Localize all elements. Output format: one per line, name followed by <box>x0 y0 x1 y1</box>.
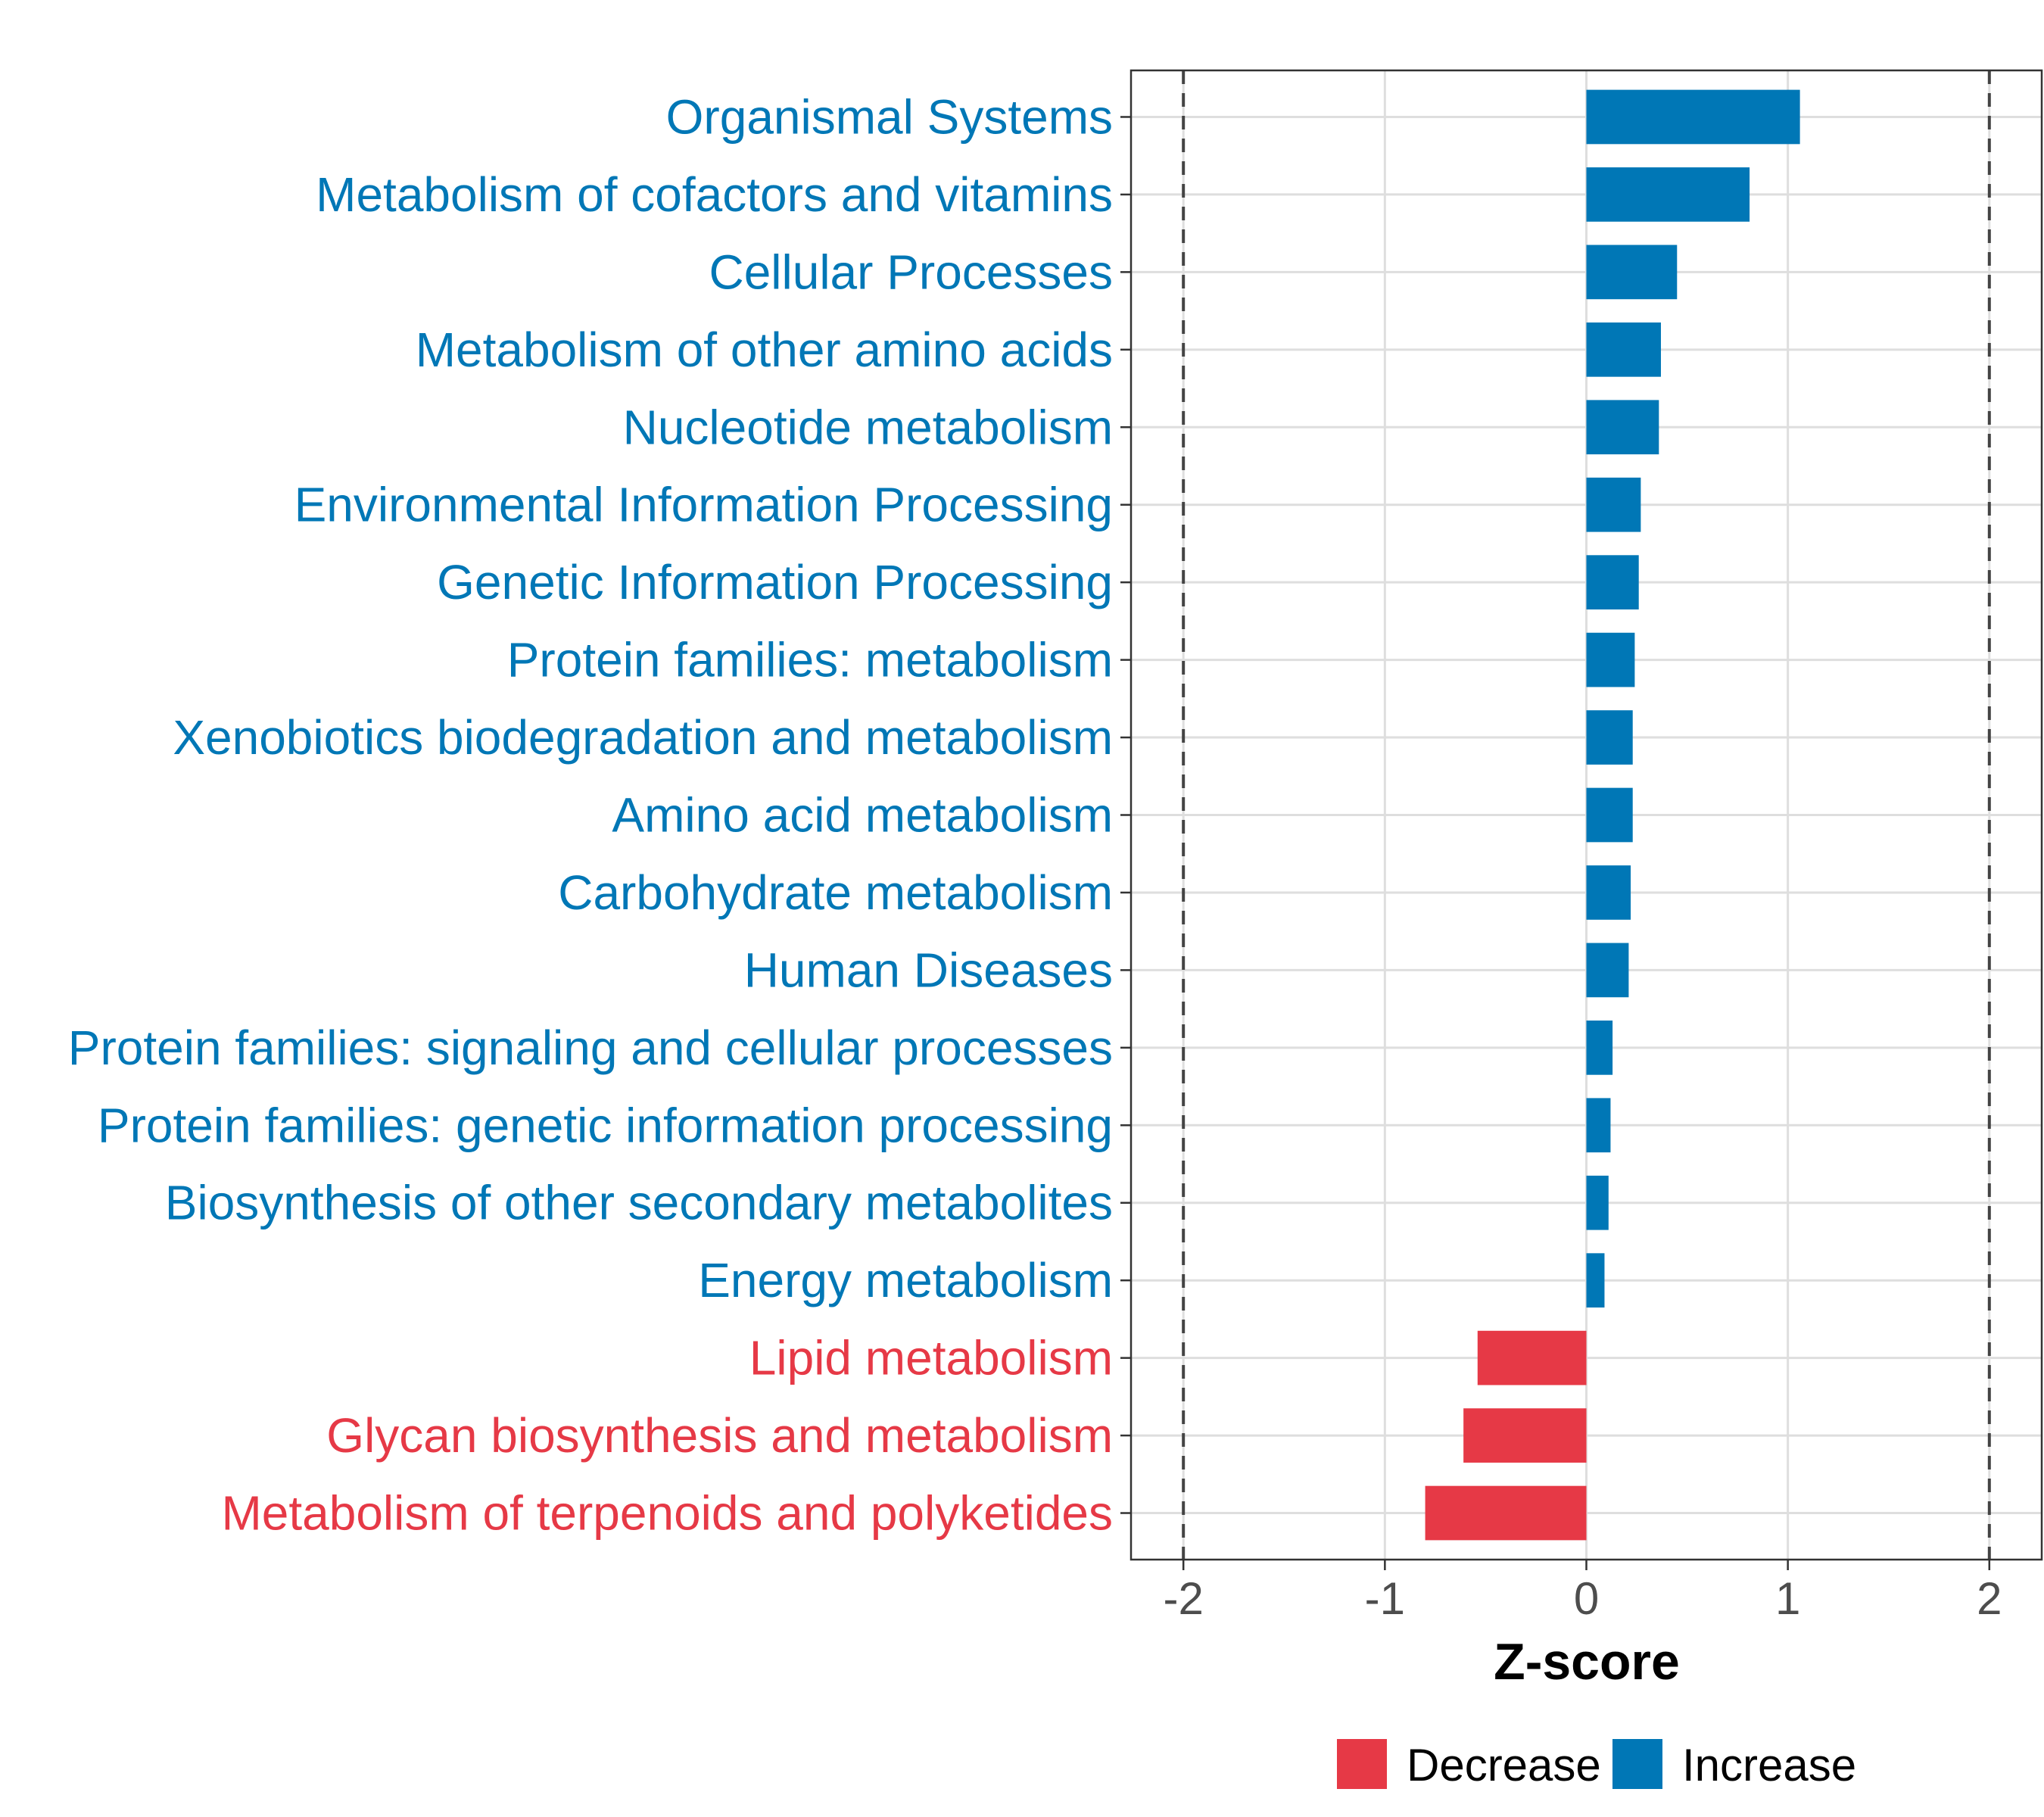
bar <box>1586 1020 1613 1075</box>
category-label: Nucleotide metabolism <box>623 400 1113 454</box>
bar <box>1586 943 1629 998</box>
bar <box>1586 167 1750 222</box>
legend-label-decrease: Decrease <box>1407 1740 1601 1791</box>
legend-swatch-decrease <box>1337 1739 1387 1789</box>
bar <box>1586 1175 1609 1230</box>
category-label: Environmental Information Processing <box>294 478 1113 532</box>
x-tick-label: 2 <box>1977 1573 2002 1624</box>
x-tick-label: 0 <box>1574 1573 1599 1624</box>
category-label: Metabolism of other amino acids <box>416 323 1113 377</box>
category-label: Glycan biosynthesis and metabolism <box>326 1408 1113 1463</box>
x-tick-label: 1 <box>1775 1573 1800 1624</box>
legend-label-increase: Increase <box>1682 1740 1856 1791</box>
category-label: Carbohydrate metabolism <box>558 865 1113 920</box>
bars <box>1425 89 1800 1541</box>
y-axis-ticks: Organismal Systems Metabolism of cofactor… <box>68 89 1131 1541</box>
bar <box>1586 89 1800 145</box>
bar <box>1586 632 1635 687</box>
category-label: Amino acid metabolism <box>612 788 1113 843</box>
category-label: Protein families: signaling and cellular… <box>68 1021 1113 1075</box>
legend-swatch-increase <box>1612 1739 1662 1789</box>
bar <box>1586 1253 1605 1308</box>
bar <box>1586 710 1633 765</box>
bar <box>1586 400 1659 455</box>
bar <box>1586 322 1661 377</box>
category-label: Genetic Information Processing <box>437 555 1113 609</box>
legend: Decrease Increase <box>1337 1739 1856 1791</box>
category-label: Xenobiotics biodegradation and metabolis… <box>173 710 1113 765</box>
category-label: Metabolism of terpenoids and polyketides <box>221 1486 1113 1541</box>
x-axis-ticks: -2 -1 0 1 2 <box>1164 1560 2002 1624</box>
bar <box>1586 865 1631 920</box>
bar <box>1477 1330 1587 1385</box>
category-label: Protein families: metabolism <box>507 633 1113 687</box>
bar <box>1586 1098 1611 1153</box>
bar <box>1463 1408 1587 1463</box>
x-tick-label: -2 <box>1164 1573 1204 1624</box>
bar <box>1586 787 1633 843</box>
bar <box>1586 245 1678 300</box>
bar <box>1425 1485 1587 1541</box>
bar <box>1586 477 1641 532</box>
category-label: Metabolism of cofactors and vitamins <box>316 167 1113 222</box>
category-label: Organismal Systems <box>666 89 1113 144</box>
bar <box>1586 555 1639 610</box>
category-label: Energy metabolism <box>698 1253 1113 1307</box>
x-axis-title: Z-score <box>1494 1633 1680 1691</box>
category-label: Protein families: genetic information pr… <box>98 1098 1113 1152</box>
x-tick-label: -1 <box>1365 1573 1405 1624</box>
category-label: Cellular Processes <box>709 245 1113 299</box>
category-label: Human Diseases <box>744 943 1113 997</box>
category-label: Lipid metabolism <box>749 1331 1113 1385</box>
category-label: Biosynthesis of other secondary metaboli… <box>165 1176 1113 1230</box>
